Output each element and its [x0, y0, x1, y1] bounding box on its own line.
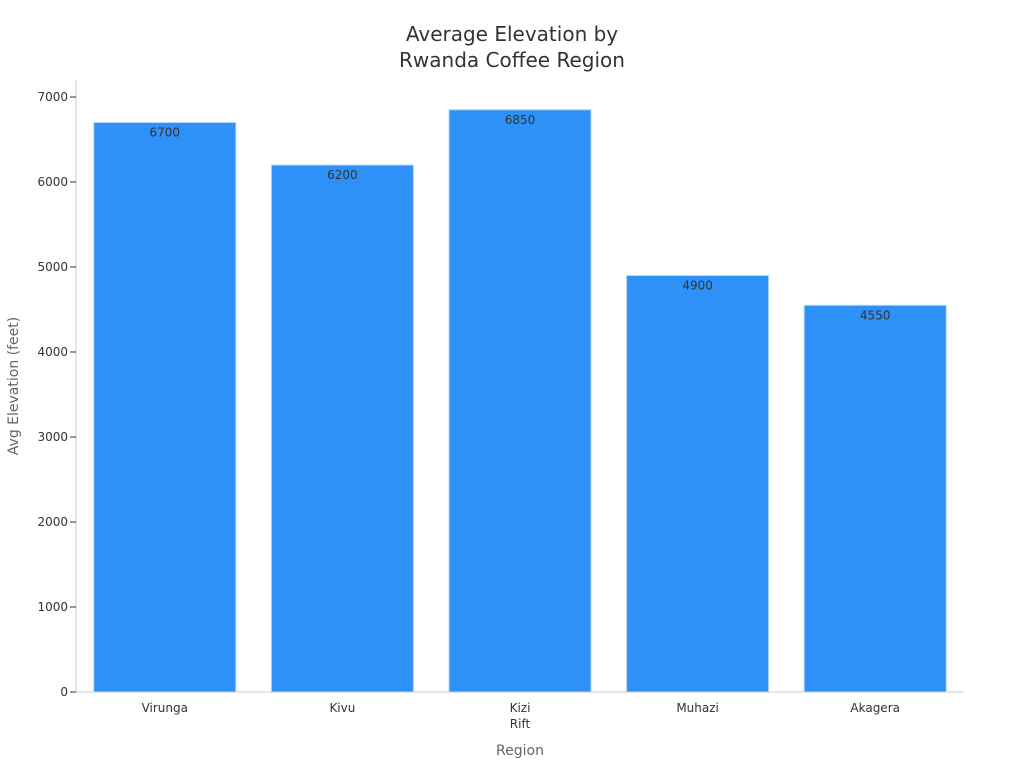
data-label-2: 6850 [505, 113, 536, 127]
chart-title-line-2: Rwanda Coffee Region [399, 48, 625, 72]
x-tick-label-0: Virunga [142, 701, 188, 715]
bar-2 [448, 109, 592, 693]
x-tick-label-3: Muhazi [676, 701, 719, 715]
y-axis-title: Avg Elevation (feet) [6, 317, 22, 455]
data-label-1: 6200 [327, 168, 358, 182]
x-tick-label-2: Kizi [510, 701, 531, 715]
x-tick-label-1: Kivu [329, 701, 355, 715]
data-label-0: 6700 [150, 126, 181, 140]
bar-0 [93, 122, 237, 693]
y-tick-label-3: 3000 [37, 430, 68, 444]
x-axis-title: Region [496, 743, 544, 759]
data-label-4: 4550 [860, 308, 891, 322]
x-tick-label-2-line-1: Rift [510, 717, 531, 731]
y-tick-label-5: 5000 [37, 260, 68, 274]
y-tick-label-7: 7000 [37, 90, 68, 104]
bars-group: 6700 6200 6850 4900 4550 [93, 109, 947, 693]
bar-1 [270, 164, 414, 693]
chart-title-line-1: Average Elevation by [405, 22, 619, 46]
y-tick-label-1: 1000 [37, 600, 68, 614]
axes-group: Virunga Kivu Kizi Rift Muhazi Akagera 0 1000 200… [37, 80, 964, 731]
y-tick-label-2: 2000 [37, 515, 68, 529]
bar-4 [803, 304, 947, 693]
data-label-3: 4900 [682, 279, 713, 293]
y-tick-label-0: 0 [60, 685, 68, 699]
y-tick-label-4: 4000 [37, 345, 68, 359]
x-tick-label-4: Akagera [850, 701, 900, 715]
y-tick-label-6: 6000 [37, 175, 68, 189]
bar-3 [626, 275, 770, 693]
